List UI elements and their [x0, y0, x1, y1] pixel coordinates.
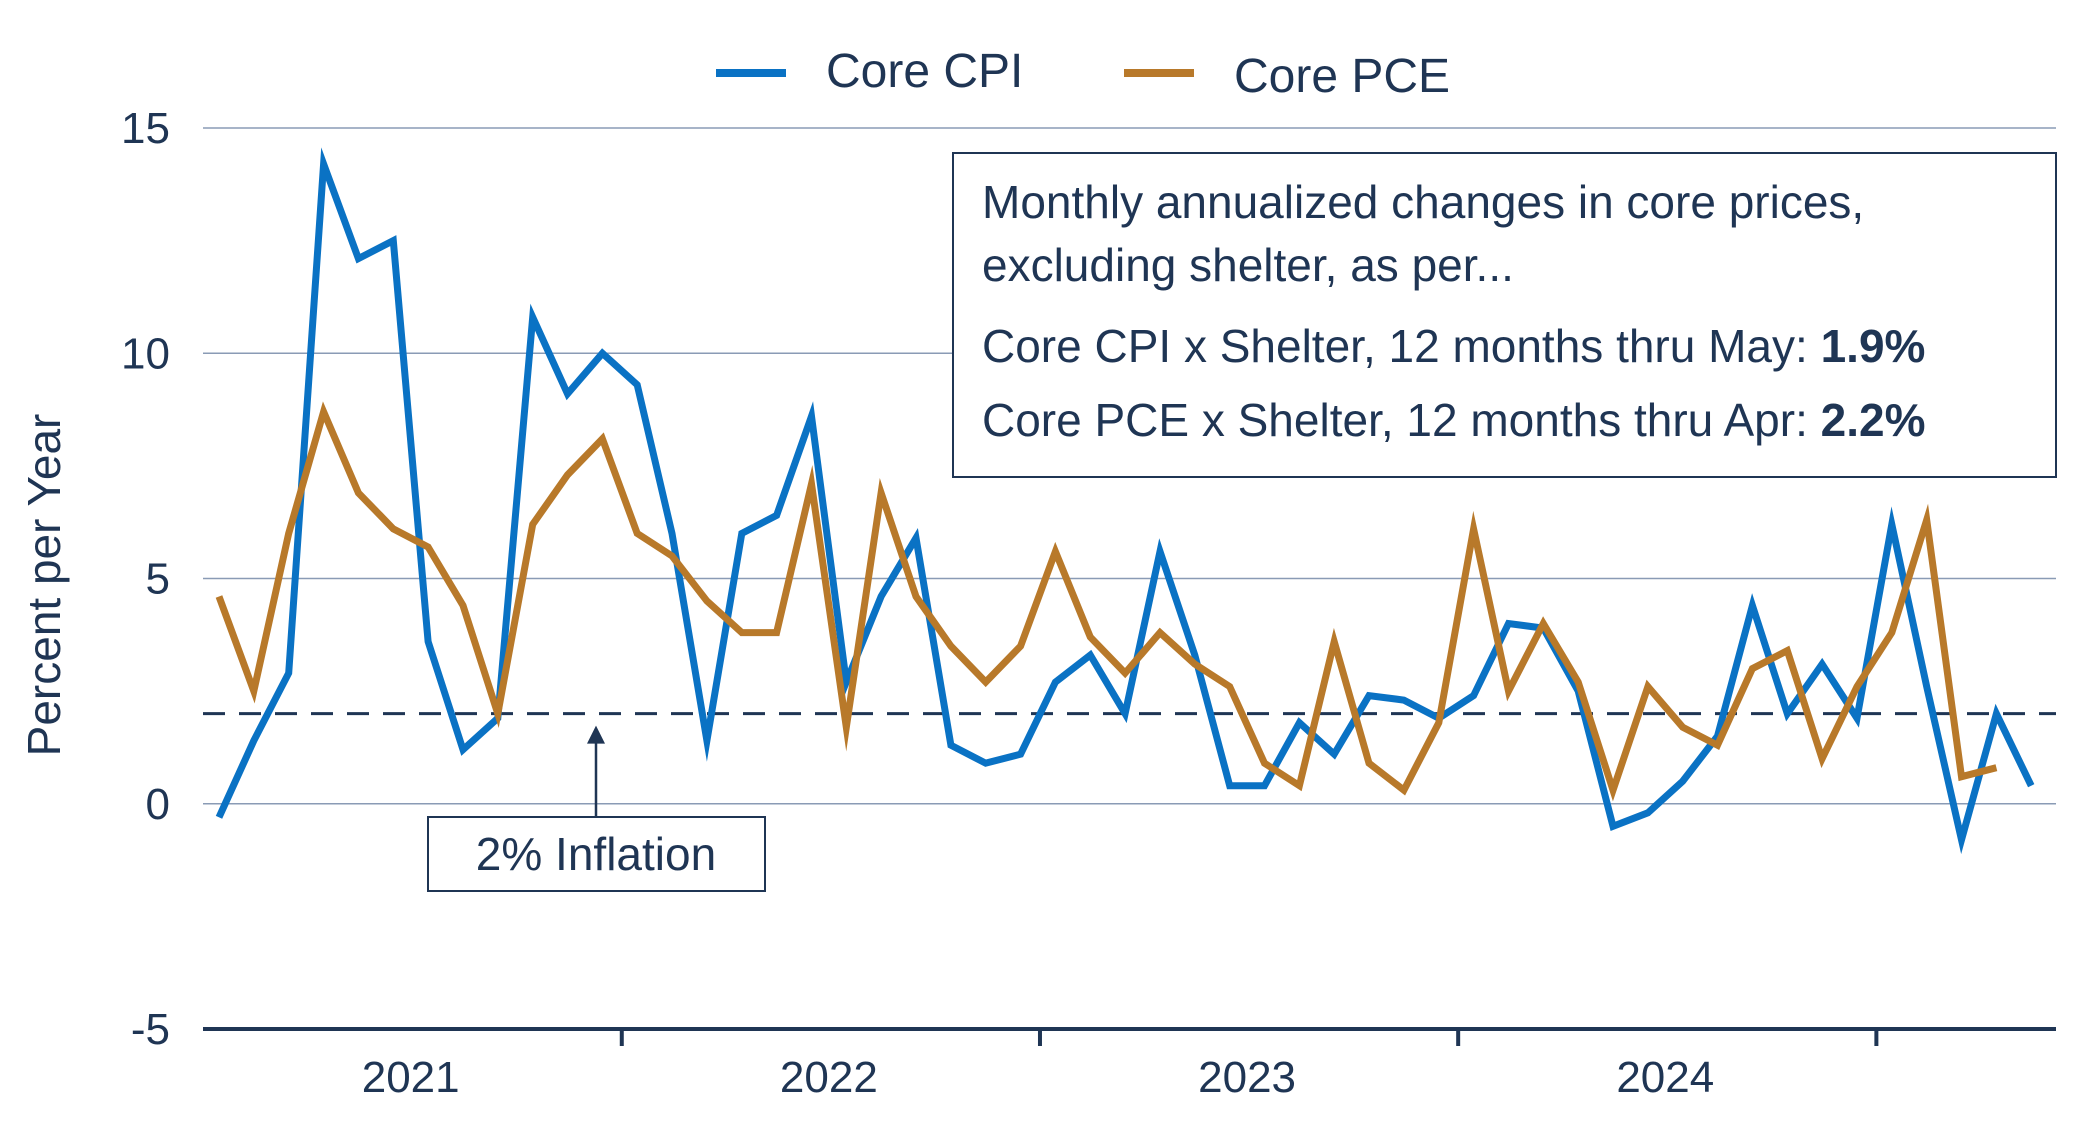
reference-label-text: 2% Inflation: [476, 828, 716, 880]
x-tick-label-2021: 2021: [362, 1053, 460, 1102]
legend-label-core-cpi: Core CPI: [826, 45, 1023, 98]
annotation-pce-line: Core PCE x Shelter, 12 months thru Apr: …: [982, 394, 1925, 446]
annotation-cpi-line: Core CPI x Shelter, 12 months thru May: …: [982, 320, 1925, 372]
reference-label-box: [427, 816, 766, 892]
annotation-line-2: excluding shelter, as per...: [982, 239, 1514, 291]
y-tick-label-0: 0: [146, 780, 170, 829]
x-tick-label-2024: 2024: [1616, 1053, 1714, 1102]
legend: Core CPI Core PCE: [716, 45, 1450, 103]
annotation-box-border: [952, 152, 2057, 478]
x-ticks: [619, 1029, 1879, 1046]
y-tick-label-5: 5: [146, 555, 170, 604]
y-tick-labels: 15 10 5 0 -5: [121, 104, 170, 1054]
reference-label: 2% Inflation: [427, 725, 766, 892]
series-lines: [215, 147, 2035, 855]
y-tick-label-10: 10: [121, 329, 170, 378]
series-line-core-pce: [215, 401, 1998, 802]
y-axis-title: Percent per Year: [18, 414, 70, 757]
annotation-pce-prefix: Core PCE x Shelter, 12 months thru Apr:: [982, 394, 1821, 446]
y-tick-label-15: 15: [121, 104, 170, 153]
annotation-box: Monthly annualized changes in core price…: [952, 152, 2057, 478]
annotation-pce-value: 2.2%: [1821, 394, 1926, 446]
x-tick-label-2022: 2022: [780, 1053, 878, 1102]
series-line-core-cpi: [215, 147, 2035, 855]
annotation-line-1: Monthly annualized changes in core price…: [982, 176, 1864, 228]
y-tick-label--5: -5: [131, 1005, 170, 1054]
x-tick-labels: 2021 2022 2023 2024: [362, 1053, 1714, 1102]
annotation-cpi-value: 1.9%: [1821, 320, 1926, 372]
annotation-cpi-prefix: Core CPI x Shelter, 12 months thru May:: [982, 320, 1821, 372]
legend-label-core-pce: Core PCE: [1234, 50, 1450, 103]
reference-arrow-head: [587, 725, 605, 744]
x-tick-label-2023: 2023: [1198, 1053, 1296, 1102]
